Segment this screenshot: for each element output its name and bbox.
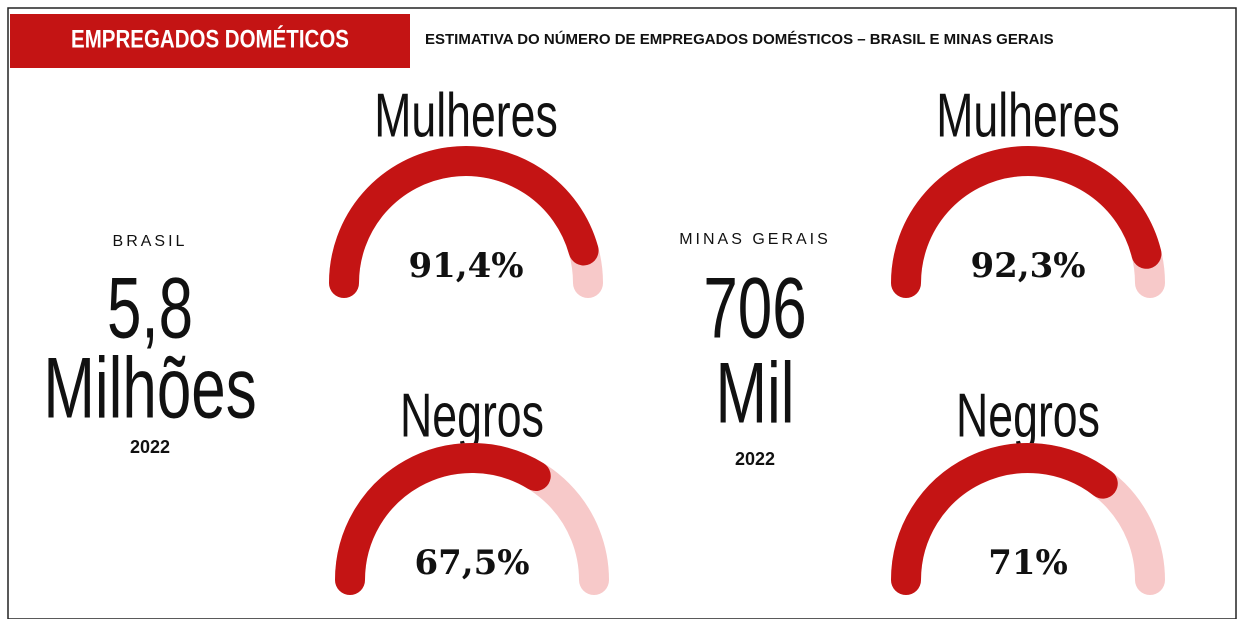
header-tag-box xyxy=(10,14,410,68)
gauge-value-label: 92,3% xyxy=(970,246,1085,286)
gauge-title: Mulheres xyxy=(936,81,1120,150)
region-unit-group: Mil xyxy=(715,345,794,441)
gauge-title: Negros xyxy=(400,381,544,450)
gauge-title: Negros xyxy=(956,381,1100,450)
region-total-group: 706 xyxy=(703,260,806,356)
region-year: 2022 xyxy=(130,437,170,457)
region-total: 706 xyxy=(703,260,806,356)
gauge-value-label: 67,5% xyxy=(414,543,529,583)
gauge-title-group: Negros xyxy=(400,381,544,450)
gauge-title: Mulheres xyxy=(374,81,558,150)
gauge-title-group: Mulheres xyxy=(936,81,1120,150)
gauge-title-group: Mulheres xyxy=(374,81,558,150)
gauge-value-label: 71% xyxy=(988,543,1068,583)
gauge-value-label: 91,4% xyxy=(408,246,523,286)
region-unit: Milhões xyxy=(43,340,256,436)
region-unit: Mil xyxy=(715,345,794,441)
region-total-group: 5,8 xyxy=(107,260,193,356)
region-year: 2022 xyxy=(735,449,775,469)
region-unit-group: Milhões xyxy=(43,340,256,436)
frame xyxy=(7,7,1237,619)
header-tag: EMPREGADOS DOMÉTICOS xyxy=(71,25,349,53)
gauge-fill xyxy=(891,443,1118,595)
region-total: 5,8 xyxy=(107,260,193,356)
region-name: BRASIL xyxy=(113,233,188,250)
gauge-fill xyxy=(891,146,1162,298)
gauge-fill xyxy=(329,146,599,298)
gauge-title-group: Negros xyxy=(956,381,1100,450)
region-name: MINAS GERAIS xyxy=(679,231,831,248)
header-tag-group: EMPREGADOS DOMÉTICOS xyxy=(71,25,349,53)
header-title: ESTIMATIVA DO NÚMERO DE EMPREGADOS DOMÉS… xyxy=(425,30,1054,48)
gauge-fill xyxy=(335,443,551,595)
